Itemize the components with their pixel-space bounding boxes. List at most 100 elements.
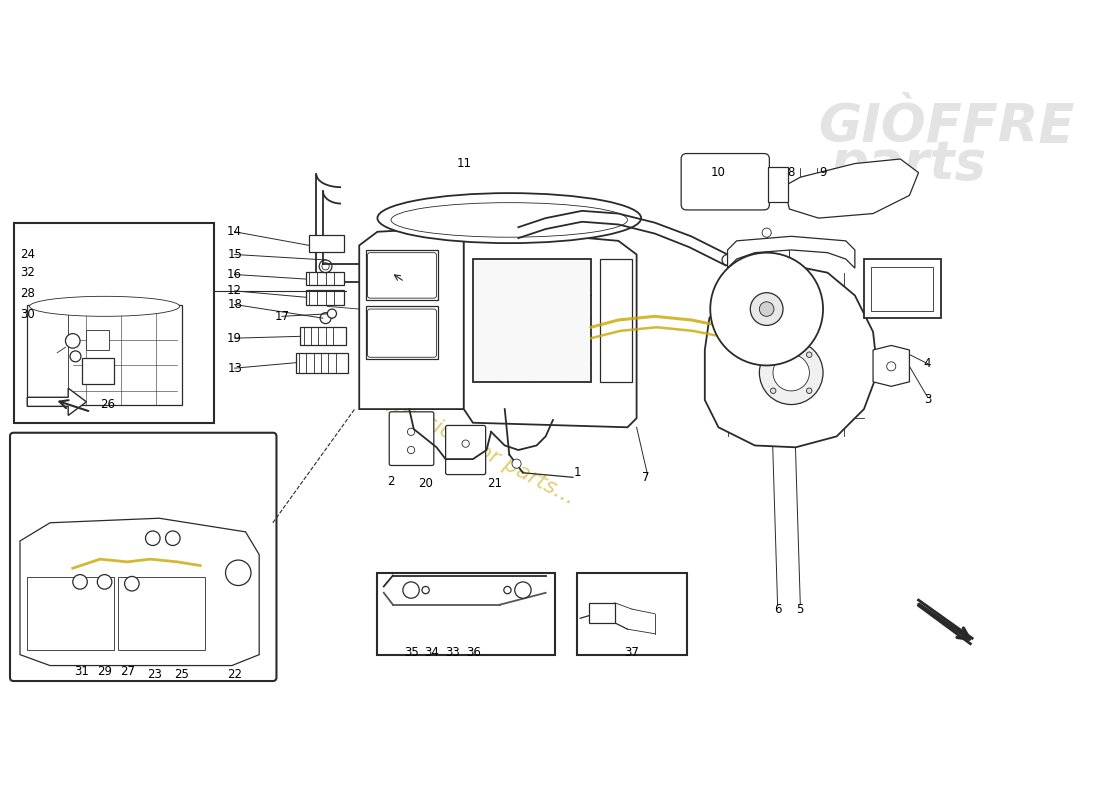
FancyBboxPatch shape — [681, 154, 769, 210]
Text: 7: 7 — [642, 471, 649, 484]
Circle shape — [711, 253, 823, 366]
Polygon shape — [784, 159, 918, 218]
Polygon shape — [705, 266, 878, 447]
Bar — [306, 290, 344, 305]
Text: 32: 32 — [20, 266, 35, 279]
Bar — [365, 250, 438, 300]
Circle shape — [773, 354, 810, 391]
Ellipse shape — [377, 193, 641, 243]
Circle shape — [226, 560, 251, 586]
Circle shape — [759, 302, 774, 316]
Text: 12: 12 — [227, 284, 242, 298]
Text: 13: 13 — [228, 362, 242, 374]
Circle shape — [462, 440, 470, 447]
Text: 6: 6 — [773, 602, 781, 616]
Bar — [601, 259, 632, 382]
Text: 14: 14 — [227, 226, 242, 238]
Circle shape — [407, 428, 415, 435]
Text: 18: 18 — [228, 298, 242, 311]
Bar — [871, 267, 933, 311]
Text: parts: parts — [830, 138, 987, 190]
Text: 25: 25 — [175, 668, 189, 681]
Circle shape — [770, 352, 776, 358]
Bar — [377, 573, 554, 654]
Text: 5: 5 — [796, 602, 804, 616]
Circle shape — [806, 352, 812, 358]
Text: 35: 35 — [404, 646, 418, 659]
Text: 33: 33 — [446, 646, 460, 659]
Text: 11: 11 — [456, 157, 471, 170]
Polygon shape — [873, 346, 910, 386]
Circle shape — [512, 459, 521, 468]
Text: 21: 21 — [487, 477, 503, 490]
Text: 15: 15 — [228, 248, 242, 261]
Bar — [769, 167, 789, 202]
Ellipse shape — [30, 296, 179, 316]
Bar — [864, 259, 942, 318]
Text: 1: 1 — [574, 466, 581, 479]
Bar — [300, 327, 345, 346]
Bar — [306, 272, 344, 286]
Bar — [590, 603, 615, 623]
Text: 31: 31 — [75, 665, 89, 678]
Bar — [13, 222, 213, 422]
Circle shape — [750, 293, 783, 326]
Polygon shape — [360, 227, 464, 409]
Text: 3: 3 — [924, 394, 932, 406]
Bar — [296, 353, 349, 373]
Text: a passion for parts...: a passion for parts... — [367, 383, 579, 508]
Circle shape — [97, 574, 112, 589]
Polygon shape — [464, 227, 637, 427]
Circle shape — [145, 531, 161, 546]
Text: 8: 8 — [788, 166, 795, 179]
Circle shape — [328, 309, 337, 318]
Text: 2: 2 — [387, 475, 395, 488]
Text: 24: 24 — [20, 248, 35, 261]
Bar — [365, 306, 438, 359]
Bar — [118, 578, 205, 650]
Bar — [87, 330, 109, 350]
Bar — [28, 305, 68, 405]
Circle shape — [515, 582, 531, 598]
Bar — [578, 573, 686, 654]
Text: 29: 29 — [97, 665, 112, 678]
Text: 23: 23 — [147, 668, 162, 681]
Text: 4: 4 — [924, 357, 932, 370]
Text: 30: 30 — [20, 308, 35, 321]
Circle shape — [770, 388, 776, 394]
Text: GIÒFFRE: GIÒFFRE — [818, 101, 1075, 153]
Circle shape — [403, 582, 419, 598]
Bar — [473, 259, 591, 382]
Text: 34: 34 — [425, 646, 439, 659]
FancyBboxPatch shape — [10, 433, 276, 681]
Circle shape — [887, 362, 895, 371]
Circle shape — [806, 388, 812, 394]
Circle shape — [722, 254, 733, 266]
Circle shape — [759, 341, 823, 405]
Polygon shape — [28, 388, 87, 415]
Circle shape — [165, 531, 180, 546]
FancyBboxPatch shape — [389, 412, 433, 466]
Circle shape — [762, 228, 771, 238]
Text: 27: 27 — [120, 665, 135, 678]
Text: 36: 36 — [466, 646, 482, 659]
Polygon shape — [20, 518, 260, 666]
Text: 26: 26 — [100, 398, 116, 411]
Text: 37: 37 — [625, 646, 639, 659]
Text: 10: 10 — [711, 166, 726, 179]
FancyBboxPatch shape — [446, 426, 485, 474]
Text: 9: 9 — [820, 166, 827, 179]
Bar — [28, 305, 182, 405]
Circle shape — [407, 446, 415, 454]
Text: 19: 19 — [227, 332, 242, 345]
Circle shape — [124, 577, 139, 591]
Text: 16: 16 — [227, 268, 242, 281]
Circle shape — [70, 351, 81, 362]
Circle shape — [73, 574, 87, 589]
Text: 28: 28 — [20, 287, 35, 300]
Bar — [309, 235, 344, 252]
Circle shape — [774, 182, 782, 189]
Bar — [28, 578, 113, 650]
Text: 17: 17 — [274, 310, 289, 323]
Bar — [81, 358, 113, 384]
